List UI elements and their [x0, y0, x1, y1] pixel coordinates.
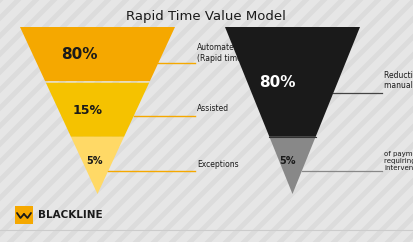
- Text: Automated
(Rapid time to value): Automated (Rapid time to value): [197, 43, 278, 62]
- Text: Reduction in
manual activity: Reduction in manual activity: [384, 71, 413, 90]
- FancyBboxPatch shape: [15, 206, 33, 224]
- Text: of payments
requiring manual
intervention: of payments requiring manual interventio…: [384, 151, 413, 171]
- Polygon shape: [71, 137, 124, 194]
- Text: 5%: 5%: [86, 156, 103, 166]
- Text: Exceptions: Exceptions: [197, 160, 239, 169]
- Text: Assisted: Assisted: [197, 104, 229, 113]
- Polygon shape: [225, 27, 360, 137]
- Polygon shape: [269, 137, 316, 194]
- Polygon shape: [46, 83, 149, 137]
- Text: BLACKLINE: BLACKLINE: [38, 210, 102, 220]
- Text: 80%: 80%: [61, 47, 98, 62]
- Text: 15%: 15%: [73, 104, 102, 117]
- Text: 5%: 5%: [279, 156, 296, 166]
- Polygon shape: [20, 27, 175, 81]
- Text: Rapid Time Value Model: Rapid Time Value Model: [126, 10, 286, 23]
- Text: 80%: 80%: [259, 75, 296, 90]
